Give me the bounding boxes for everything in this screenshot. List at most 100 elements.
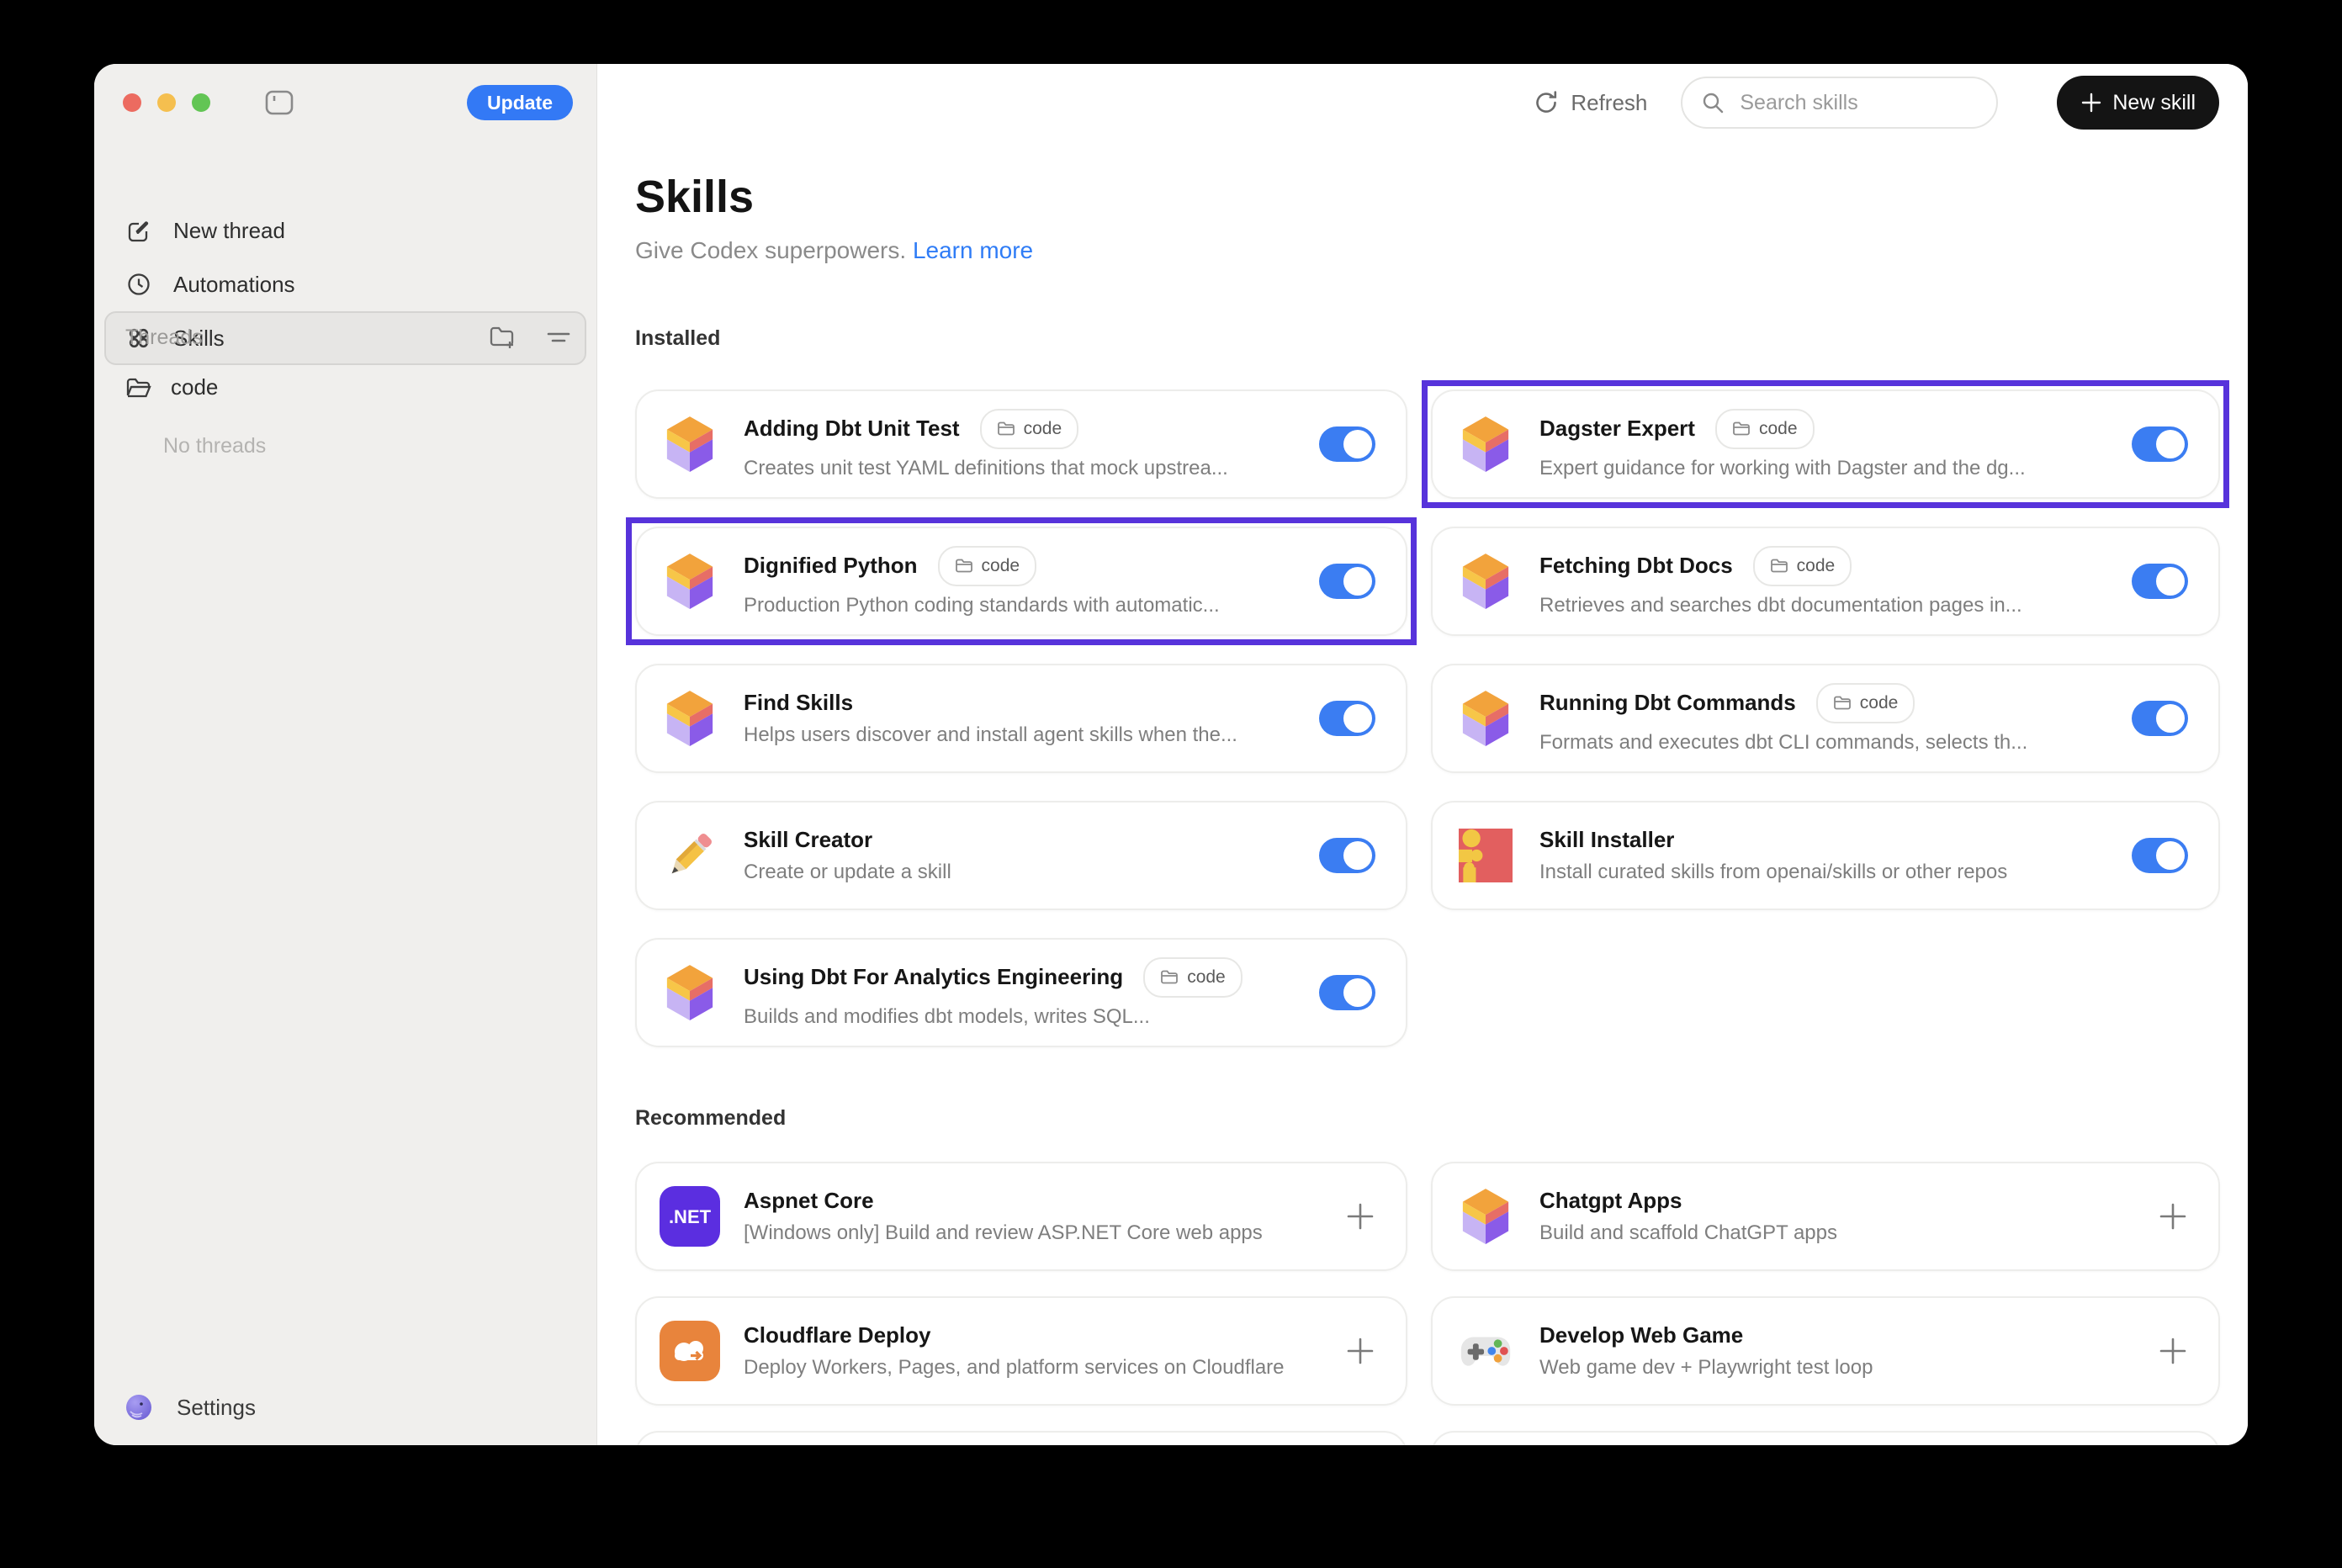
learn-more-link[interactable]: Learn more: [912, 237, 1034, 263]
add-skill-button[interactable]: [2158, 1201, 2188, 1232]
skill-folder-badge: code: [1815, 682, 1915, 723]
cube-icon: [660, 415, 720, 474]
skill-folder-badge: code: [1752, 545, 1852, 586]
cube-icon: [660, 689, 720, 748]
skill-toggle[interactable]: [2132, 701, 2188, 736]
skill-toggle[interactable]: [2132, 564, 2188, 599]
skill-name: Aspnet Core: [744, 1188, 874, 1213]
plus-icon: [2080, 92, 2102, 114]
refresh-button[interactable]: Refresh: [1534, 90, 1647, 116]
skill-description: Builds and modifies dbt models, writes S…: [744, 1004, 1150, 1028]
add-skill-button[interactable]: [1345, 1336, 1375, 1366]
add-skill-button[interactable]: [2158, 1336, 2188, 1366]
skill-toggle[interactable]: [1319, 564, 1375, 599]
skill-name: Cloudflare Deploy: [744, 1322, 931, 1348]
skill-toggle[interactable]: [1319, 838, 1375, 873]
skill-name: Fetching Dbt Docs: [1539, 553, 1733, 578]
skill-card[interactable]: Skill Installer Install curated skills fr…: [1431, 801, 2220, 910]
cube-icon: [1455, 415, 1516, 474]
settings-button[interactable]: Settings: [125, 1393, 256, 1422]
filter-icon[interactable]: [546, 327, 571, 347]
skill-name: Using Dbt For Analytics Engineering: [744, 964, 1124, 989]
skill-folder-badge: code: [937, 545, 1037, 586]
partial-card: [1431, 1431, 2220, 1445]
skill-name: Skill Creator: [744, 827, 873, 852]
new-skill-button[interactable]: New skill: [2057, 76, 2219, 130]
skill-description: Production Python coding standards with …: [744, 593, 1220, 617]
partial-card: [635, 1431, 1407, 1445]
skill-toggle[interactable]: [1319, 701, 1375, 736]
no-threads-label: No threads: [163, 434, 267, 458]
search-icon: [1701, 91, 1725, 114]
sidebar-nav: New thread Automations Skills: [104, 204, 586, 365]
skill-card[interactable]: Running Dbt Commands code Formats and exe…: [1431, 664, 2220, 773]
skill-description: Deploy Workers, Pages, and platform serv…: [744, 1356, 1285, 1379]
grid-dots-icon: [126, 326, 151, 351]
skill-description: [Windows only] Build and review ASP.NET …: [744, 1221, 1263, 1244]
skill-description: Web game dev + Playwright test loop: [1539, 1356, 1873, 1379]
pencil-icon: [660, 828, 720, 883]
skill-toggle[interactable]: [2132, 838, 2188, 873]
clock-icon: [126, 272, 151, 297]
svg-text:.NET: .NET: [669, 1206, 712, 1227]
thread-folder-code[interactable]: code: [125, 374, 218, 400]
skill-card[interactable]: Dignified Python code Production Python c…: [626, 517, 1417, 645]
cube-icon: [660, 963, 720, 1022]
close-window-button[interactable]: [123, 93, 141, 112]
sidebar-item-new-thread[interactable]: New thread: [104, 204, 586, 257]
skill-card[interactable]: Find Skills Helps users discover and inst…: [635, 664, 1407, 773]
page-subtitle: Give Codex superpowers. Learn more: [635, 234, 2248, 268]
skill-name: Develop Web Game: [1539, 1322, 1744, 1348]
skill-description: Formats and executes dbt CLI commands, s…: [1539, 730, 2028, 754]
skill-description: Expert guidance for working with Dagster…: [1539, 456, 2026, 479]
skill-card[interactable]: Chatgpt Apps Build and scaffold ChatGPT a…: [1431, 1162, 2220, 1271]
cloudflare-icon: [660, 1321, 720, 1381]
skill-name: Find Skills: [744, 690, 854, 715]
skill-card[interactable]: Adding Dbt Unit Test code Creates unit te…: [635, 389, 1407, 499]
settings-label: Settings: [177, 1394, 256, 1420]
sidebar-item-automations[interactable]: Automations: [104, 257, 586, 311]
skill-card[interactable]: Using Dbt For Analytics Engineering code…: [635, 938, 1407, 1047]
recommended-heading: Recommended: [635, 1106, 787, 1130]
skill-card[interactable]: Dagster Expert code Expert guidance for w…: [1422, 380, 2229, 508]
installed-heading: Installed: [635, 326, 721, 350]
skill-badge-label: code: [1187, 967, 1226, 987]
main-content: Refresh New skill Skills: [597, 64, 2248, 1445]
search-input[interactable]: [1738, 89, 1979, 116]
skill-card[interactable]: Skill Creator Create or update a skill: [635, 801, 1407, 910]
page-title: Skills: [635, 172, 755, 222]
sidebar-toggle-icon[interactable]: [265, 90, 294, 115]
thread-folder-label: code: [171, 374, 219, 400]
skill-description: Build and scaffold ChatGPT apps: [1539, 1221, 1837, 1244]
add-skill-button[interactable]: [1345, 1201, 1375, 1232]
skill-badge-label: code: [1796, 555, 1836, 575]
skill-badge-label: code: [1758, 418, 1798, 438]
search-field[interactable]: [1681, 77, 1999, 129]
skill-card[interactable]: Develop Web Game Web game dev + Playwrigh…: [1431, 1296, 2220, 1406]
skill-toggle[interactable]: [2132, 426, 2188, 462]
new-folder-icon[interactable]: [489, 325, 516, 350]
skill-badge-label: code: [1859, 692, 1899, 712]
recommended-grid: .NET Aspnet Core [Windows only] Build and …: [635, 1162, 2248, 1445]
sidebar-item-label: Skills: [173, 325, 225, 351]
skill-toggle[interactable]: [1319, 975, 1375, 1010]
update-button[interactable]: Update: [467, 85, 573, 120]
gamepad-icon: [1455, 1320, 1516, 1382]
skill-card[interactable]: .NET Aspnet Core [Windows only] Build and …: [635, 1162, 1407, 1271]
refresh-icon: [1534, 90, 1559, 115]
page-subtitle-text: Give Codex superpowers.: [635, 237, 907, 263]
skill-description: Creates unit test YAML definitions that …: [744, 456, 1228, 479]
sidebar-item-label: Automations: [173, 271, 295, 297]
skill-card[interactable]: Fetching Dbt Docs code Retrieves and sear…: [1431, 527, 2220, 636]
account-avatar: [125, 1393, 153, 1422]
minimize-window-button[interactable]: [157, 93, 176, 112]
skill-badge-label: code: [981, 555, 1020, 575]
skill-name: Dagster Expert: [1539, 416, 1695, 441]
zoom-window-button[interactable]: [192, 93, 210, 112]
refresh-label: Refresh: [1571, 89, 1648, 115]
cube-icon: [1455, 1187, 1516, 1246]
sidebar-item-skills[interactable]: Skills: [104, 311, 586, 365]
skill-toggle[interactable]: [1319, 426, 1375, 462]
sidebar-item-label: New thread: [173, 217, 285, 243]
skill-card[interactable]: Cloudflare Deploy Deploy Workers, Pages, …: [635, 1296, 1407, 1406]
